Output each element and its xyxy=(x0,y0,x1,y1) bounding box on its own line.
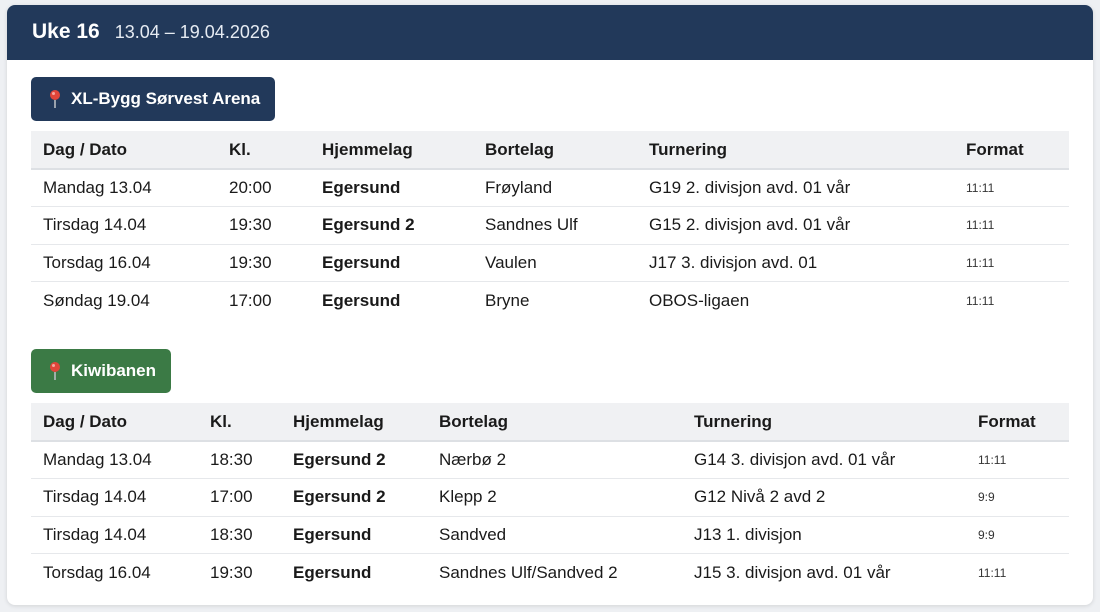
match-format: 9:9 xyxy=(966,516,1069,554)
match-format: 9:9 xyxy=(966,478,1069,517)
venue-badge-xl-bygg: XL-Bygg Sørvest Arena xyxy=(31,77,276,121)
table-row: Torsdag 16.04 19:30 Egersund Sandnes Ulf… xyxy=(31,554,1069,592)
match-date: Mandag 13.04 xyxy=(31,441,198,479)
column-header-time: Kl. xyxy=(198,403,281,442)
column-header-tournament: Turnering xyxy=(682,403,966,442)
column-header-format: Format xyxy=(966,403,1069,442)
column-header-date: Dag / Dato xyxy=(31,403,198,442)
match-date: Torsdag 16.04 xyxy=(43,562,151,582)
tournament: J13 1. divisjon xyxy=(682,516,966,554)
tournament: J17 3. divisjon avd. 01 xyxy=(637,244,954,282)
column-header-date: Dag / Dato xyxy=(31,131,217,170)
table-row: Torsdag 16.04 19:30 Egersund Vaulen J17 … xyxy=(31,244,1069,282)
pin-icon xyxy=(50,362,60,380)
away-team: Frøyland xyxy=(473,169,637,207)
week-schedule-card: Uke 16 13.04 – 19.04.2026 XL-Bygg Sørves… xyxy=(7,5,1093,605)
match-time: 18:30 xyxy=(198,441,281,479)
pin-icon xyxy=(50,90,60,108)
tournament: J15 3. divisjon avd. 01 vår xyxy=(694,562,891,582)
tournament: G14 3. divisjon avd. 01 vår xyxy=(682,441,966,479)
away-team: Sandnes Ulf xyxy=(473,206,637,245)
away-team: Bryne xyxy=(485,290,530,310)
venue-name: XL-Bygg Sørvest Arena xyxy=(71,89,261,108)
match-time: 19:30 xyxy=(210,562,253,582)
tournament: G19 2. divisjon avd. 01 vår xyxy=(637,169,954,207)
match-format: 11:11 xyxy=(966,293,995,308)
tournament: G12 Nivå 2 avd 2 xyxy=(682,478,966,517)
match-date: Tirsdag 14.04 xyxy=(31,516,198,554)
column-header-away: Bortelag xyxy=(427,403,682,442)
home-team: Egersund xyxy=(310,244,473,282)
away-team: Nærbø 2 xyxy=(427,441,682,479)
column-header-format: Format xyxy=(954,131,1069,170)
home-team: Egersund 2 xyxy=(281,478,427,517)
match-time: 17:00 xyxy=(229,290,272,310)
table-row: Mandag 13.04 18:30 Egersund 2 Nærbø 2 G1… xyxy=(31,441,1069,479)
table-header-row: Dag / Dato Kl. Hjemmelag Bortelag Turner… xyxy=(31,403,1069,442)
away-team: Sandved xyxy=(427,516,682,554)
home-team: Egersund 2 xyxy=(281,441,427,479)
match-format: 11:11 xyxy=(954,244,1069,282)
week-date-range: 13.04 – 19.04.2026 xyxy=(114,22,270,42)
match-date: Torsdag 16.04 xyxy=(31,244,217,282)
match-format: 11:11 xyxy=(978,565,1007,580)
table-row: Søndag 19.04 17:00 Egersund Bryne OBOS-l… xyxy=(31,282,1069,320)
week-number: Uke 16 xyxy=(32,20,100,43)
home-team: Egersund xyxy=(293,562,372,582)
column-header-time: Kl. xyxy=(217,131,310,170)
column-header-home: Hjemmelag xyxy=(281,403,427,442)
match-date: Tirsdag 14.04 xyxy=(31,206,217,245)
match-date: Mandag 13.04 xyxy=(31,169,217,207)
match-format: 11:11 xyxy=(954,206,1069,245)
match-time: 18:30 xyxy=(198,516,281,554)
match-table-xl-bygg: Dag / Dato Kl. Hjemmelag Bortelag Turner… xyxy=(31,131,1069,319)
column-header-tournament: Turnering xyxy=(637,131,954,170)
week-header: Uke 16 13.04 – 19.04.2026 xyxy=(7,5,1093,60)
venue-badge-kiwibanen: Kiwibanen xyxy=(31,349,172,393)
venue-name: Kiwibanen xyxy=(71,361,157,380)
match-time: 19:30 xyxy=(217,206,310,245)
match-date: Tirsdag 14.04 xyxy=(31,478,198,517)
away-team: Vaulen xyxy=(473,244,637,282)
home-team: Egersund xyxy=(322,290,401,310)
home-team: Egersund xyxy=(310,169,473,207)
column-header-home: Hjemmelag xyxy=(310,131,473,170)
match-time: 19:30 xyxy=(217,244,310,282)
tournament: G15 2. divisjon avd. 01 vår xyxy=(637,206,954,245)
match-time: 20:00 xyxy=(217,169,310,207)
table-row: Mandag 13.04 20:00 Egersund Frøyland G19… xyxy=(31,169,1069,207)
table-row: Tirsdag 14.04 19:30 Egersund 2 Sandnes U… xyxy=(31,206,1069,245)
away-team: Sandnes Ulf/Sandved 2 xyxy=(439,562,618,582)
home-team: Egersund xyxy=(281,516,427,554)
home-team: Egersund 2 xyxy=(310,206,473,245)
column-header-away: Bortelag xyxy=(473,131,637,170)
table-row: Tirsdag 14.04 18:30 Egersund Sandved J13… xyxy=(31,516,1069,554)
match-format: 11:11 xyxy=(966,441,1069,479)
match-time: 17:00 xyxy=(198,478,281,517)
tournament: OBOS-ligaen xyxy=(649,290,750,310)
table-row: Tirsdag 14.04 17:00 Egersund 2 Klepp 2 G… xyxy=(31,478,1069,517)
match-table-kiwibanen: Dag / Dato Kl. Hjemmelag Bortelag Turner… xyxy=(31,403,1069,591)
table-header-row: Dag / Dato Kl. Hjemmelag Bortelag Turner… xyxy=(31,131,1069,170)
match-date: Søndag 19.04 xyxy=(43,290,150,310)
away-team: Klepp 2 xyxy=(427,478,682,517)
match-format: 11:11 xyxy=(954,169,1069,207)
